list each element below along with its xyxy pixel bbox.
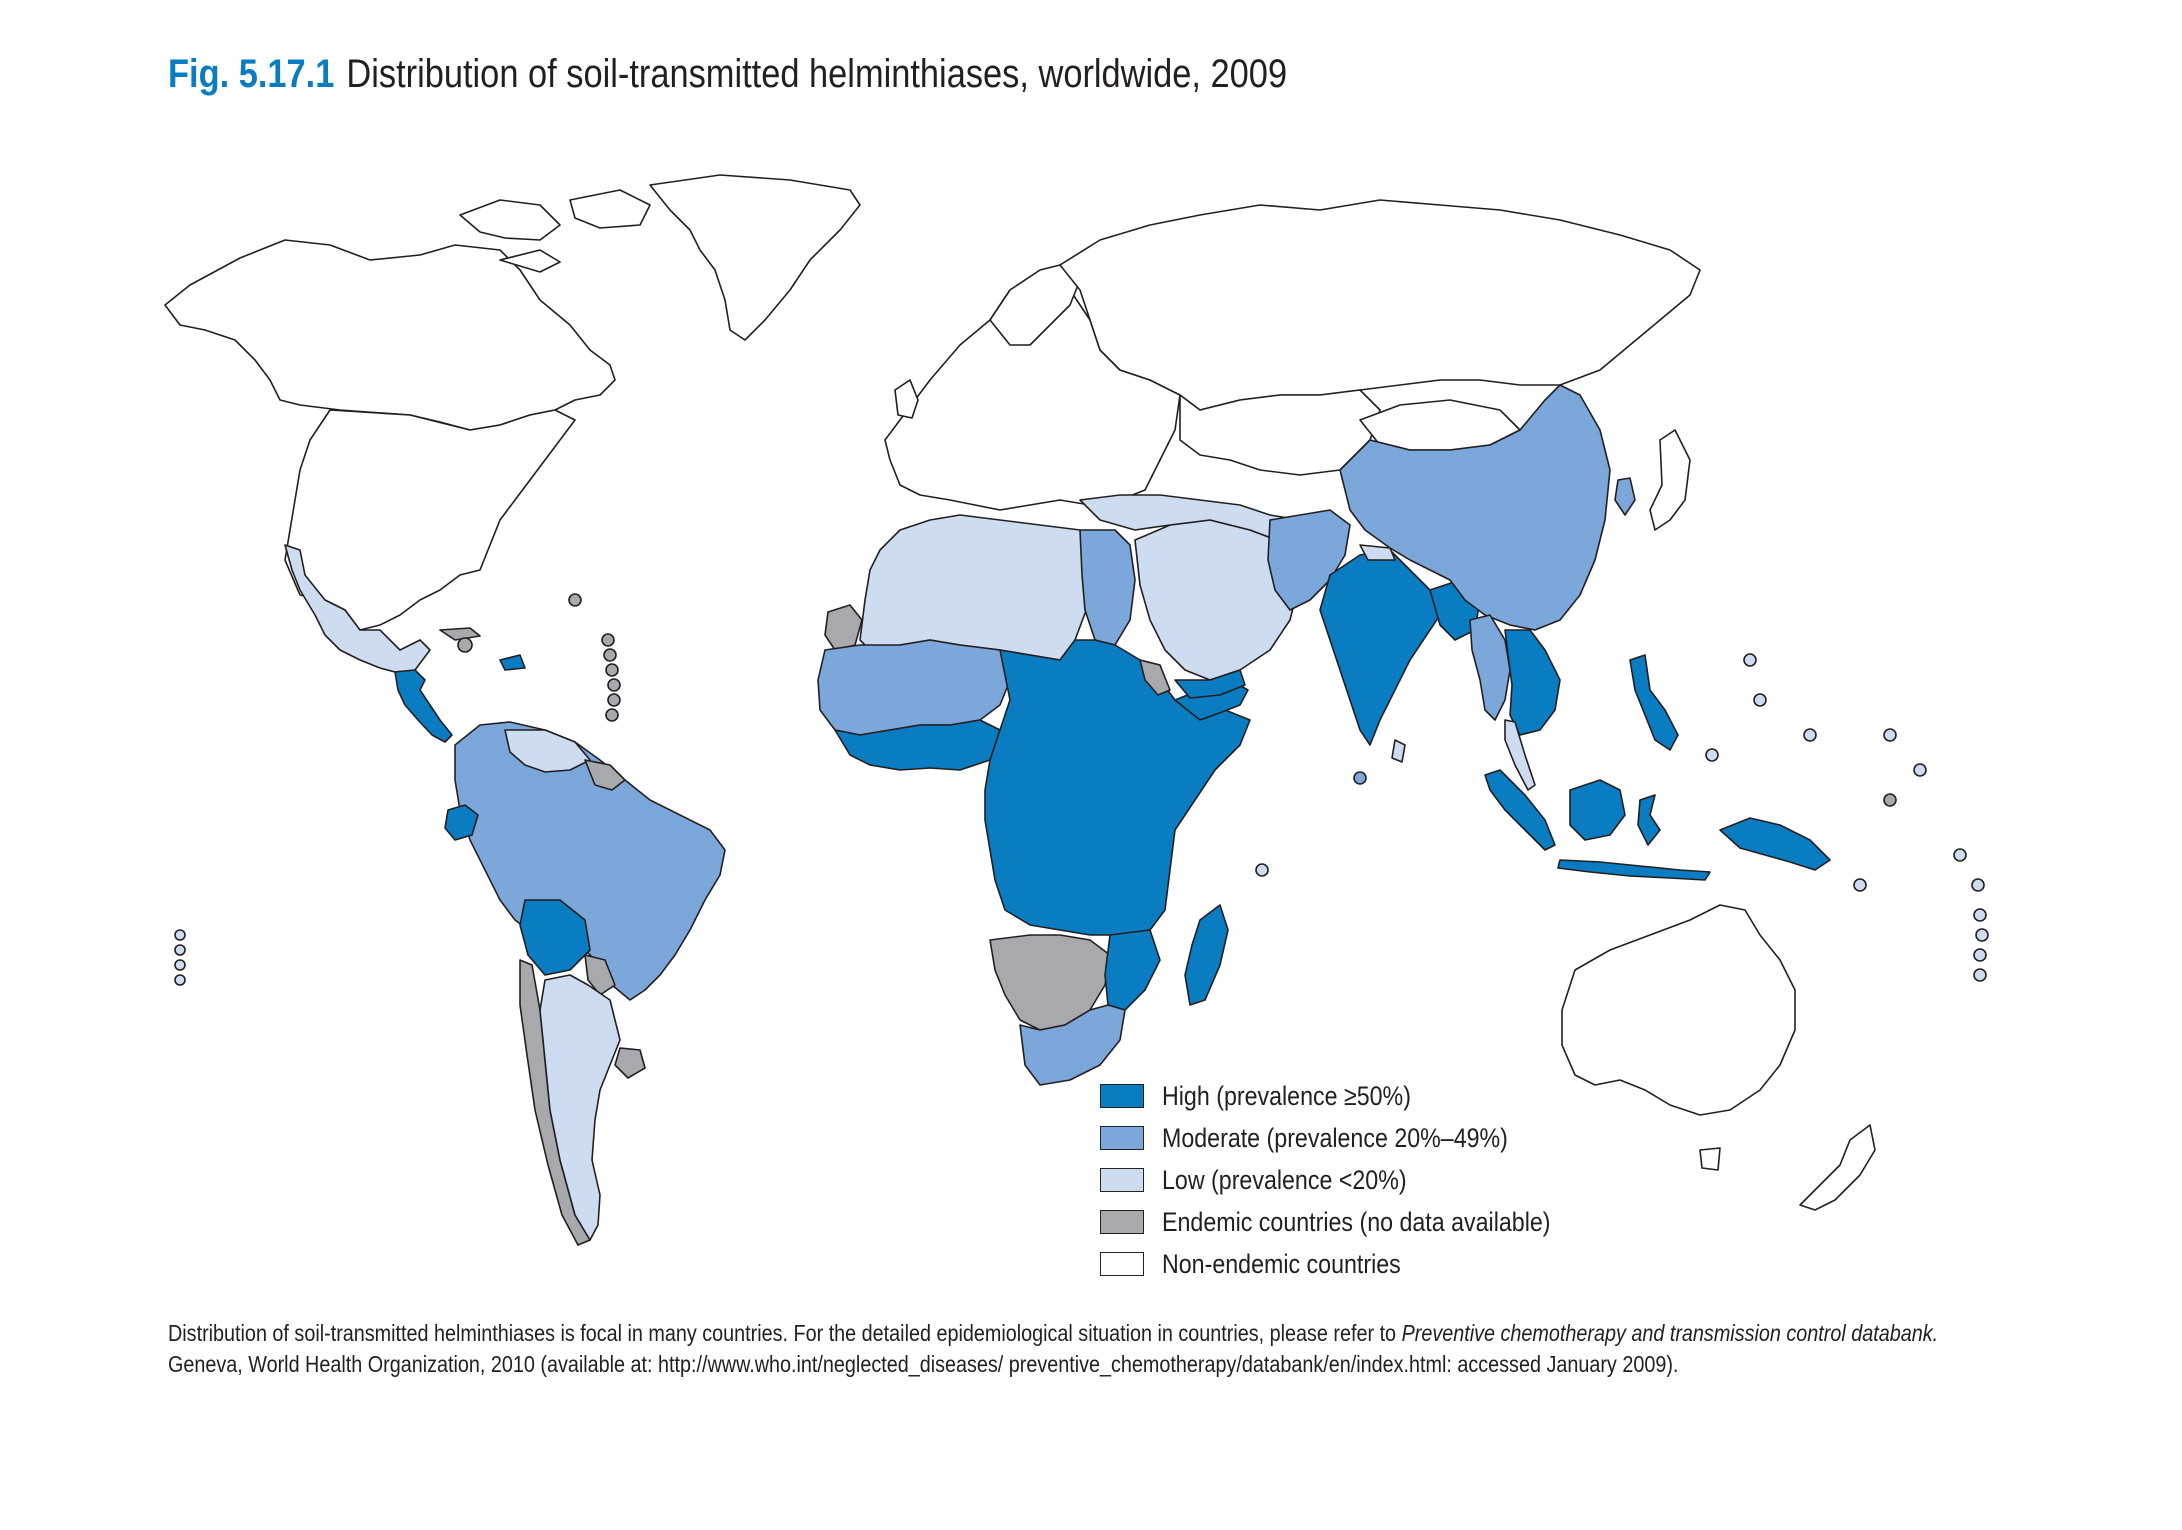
map-australia — [1561, 904, 1796, 1116]
figure-title-text: Distribution of soil-transmitted helmint… — [346, 52, 1288, 96]
map-thailand-myanmar — [1469, 614, 1511, 721]
map-scandinavia — [989, 264, 1081, 346]
map-philippines — [1629, 654, 1679, 751]
footnote-line-1: Distribution of soil-transmitted helmint… — [168, 1318, 1938, 1349]
figure-number: Fig. 5.17.1 — [168, 52, 335, 96]
footnote-line-2: Geneva, World Health Organization, 2010 … — [168, 1351, 1679, 1377]
map-new-zealand — [1799, 1124, 1876, 1211]
map-japan — [1649, 429, 1691, 531]
map-egypt — [1079, 529, 1136, 646]
map-usa — [284, 409, 576, 631]
map-tasmania — [1699, 1147, 1721, 1171]
map-central-america — [394, 669, 453, 743]
map-ecuador — [444, 804, 479, 841]
map-south-africa — [1019, 1004, 1126, 1086]
legend-item-high: High (prevalence ≥50%) — [1100, 1075, 1614, 1117]
map-greenland — [649, 174, 861, 341]
map-uruguay — [614, 1047, 646, 1079]
map-new-guinea — [1719, 817, 1831, 871]
map-guianas — [584, 759, 626, 791]
map-paraguay — [584, 954, 616, 996]
map-mexico — [284, 544, 431, 673]
map-nepal — [1359, 544, 1396, 561]
map-russia — [1059, 199, 1701, 411]
footnote-line-1-text: Distribution of soil-transmitted helmint… — [168, 1320, 1402, 1346]
footnote: Distribution of soil-transmitted helmint… — [168, 1318, 1938, 1380]
legend-label-moderate: Moderate (prevalence 20%–49%) — [1162, 1122, 1508, 1153]
map-india — [1319, 549, 1451, 746]
map-korea — [1614, 477, 1636, 516]
map-argentina — [539, 974, 621, 1241]
map-sumatra — [1484, 769, 1556, 851]
map-malay-peninsula — [1504, 719, 1536, 791]
legend-item-non-endemic: Non-endemic countries — [1100, 1243, 1614, 1285]
legend-swatch-non-endemic — [1100, 1252, 1144, 1276]
map-north-africa — [859, 514, 1101, 661]
map-sri-lanka — [1391, 739, 1406, 763]
map-pacific-islands — [174, 653, 1989, 986]
map-yemen — [1174, 669, 1246, 699]
map-java-lesser-sundas — [1557, 859, 1711, 881]
map-uk — [894, 379, 919, 419]
figure-title: Fig. 5.17.1 Distribution of soil-transmit… — [168, 52, 1287, 97]
map-western-sahara — [824, 604, 863, 651]
map-arctic-islands — [459, 189, 651, 273]
map-mozambique — [1104, 929, 1161, 1011]
legend-item-low: Low (prevalence <20%) — [1100, 1159, 1614, 1201]
map-venezuela — [504, 729, 591, 773]
map-canada-alaska — [164, 239, 616, 431]
legend-swatch-low — [1100, 1168, 1144, 1192]
map-eritrea-djibouti — [1139, 659, 1171, 696]
map-borneo — [1569, 779, 1626, 841]
legend-swatch-high — [1100, 1084, 1144, 1108]
legend-label-high: High (prevalence ≥50%) — [1162, 1080, 1411, 1111]
map-caribbean-islands — [439, 593, 621, 722]
map-sulawesi — [1637, 794, 1661, 846]
map-south-america-north — [454, 721, 726, 1001]
legend-swatch-moderate — [1100, 1126, 1144, 1150]
legend-item-endemic-no-data: Endemic countries (no data available) — [1100, 1201, 1614, 1243]
map-madagascar — [1184, 904, 1229, 1006]
map-indochina — [1504, 629, 1561, 736]
legend-item-moderate: Moderate (prevalence 20%–49%) — [1100, 1117, 1614, 1159]
map-china — [1339, 384, 1611, 631]
map-legend: High (prevalence ≥50%) Moderate (prevale… — [1100, 1075, 1614, 1285]
legend-label-endemic-no-data: Endemic countries (no data available) — [1162, 1206, 1551, 1237]
legend-label-non-endemic: Non-endemic countries — [1162, 1248, 1401, 1279]
legend-label-low: Low (prevalence <20%) — [1162, 1164, 1407, 1195]
map-bolivia — [519, 899, 591, 976]
legend-swatch-endemic-no-data — [1100, 1210, 1144, 1234]
footnote-databank-title: Preventive chemotherapy and transmission… — [1401, 1320, 1939, 1346]
